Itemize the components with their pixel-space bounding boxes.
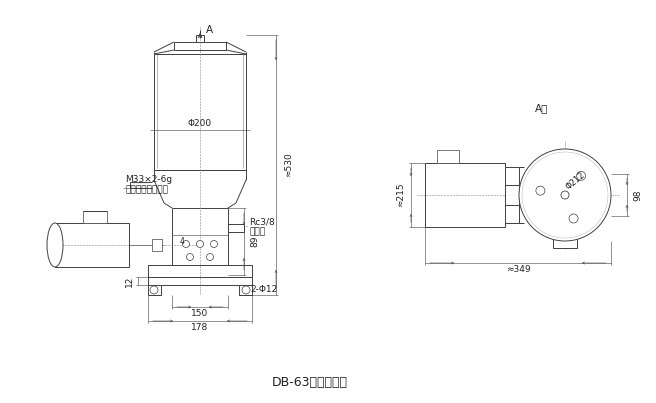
Text: Φ212: Φ212 [564, 170, 586, 192]
Text: 150: 150 [192, 310, 209, 318]
Bar [239, 285, 252, 295]
Bar [425, 163, 505, 227]
Circle shape [186, 253, 194, 260]
Text: 2-Φ12: 2-Φ12 [250, 285, 277, 295]
Bar [152, 239, 162, 251]
Circle shape [182, 241, 190, 247]
Circle shape [569, 214, 578, 223]
Bar [553, 238, 577, 248]
Bar [148, 265, 252, 277]
Circle shape [577, 171, 586, 181]
Text: ≈530: ≈530 [284, 153, 293, 177]
Circle shape [561, 191, 569, 199]
Bar [505, 185, 519, 205]
Text: M33×2-6g: M33×2-6g [125, 175, 172, 185]
Text: 加油口（外螺纹）: 加油口（外螺纹） [125, 185, 168, 195]
Text: 98: 98 [633, 189, 642, 201]
Text: 12: 12 [125, 275, 134, 287]
Circle shape [242, 286, 250, 294]
Text: DB-63单线干油泵: DB-63单线干油泵 [272, 376, 348, 390]
Bar [437, 150, 459, 163]
Text: A: A [206, 25, 213, 35]
Text: ≈215: ≈215 [396, 183, 405, 207]
Circle shape [519, 149, 611, 241]
Circle shape [211, 241, 218, 247]
Text: 89: 89 [250, 235, 259, 247]
Text: Φ200: Φ200 [188, 118, 212, 127]
Circle shape [197, 241, 203, 247]
Circle shape [522, 152, 608, 238]
Text: 出油口: 出油口 [249, 228, 265, 237]
Text: Rc3/8: Rc3/8 [249, 218, 275, 226]
Text: A向: A向 [535, 103, 548, 113]
Ellipse shape [47, 223, 63, 267]
Circle shape [207, 253, 213, 260]
Circle shape [536, 186, 545, 195]
Text: 4: 4 [180, 237, 184, 245]
Bar [55, 223, 129, 267]
Bar [83, 211, 107, 223]
Bar [148, 285, 161, 295]
Text: ≈349: ≈349 [506, 266, 530, 274]
Bar [148, 277, 252, 285]
Text: 178: 178 [192, 324, 209, 332]
Circle shape [150, 286, 158, 294]
